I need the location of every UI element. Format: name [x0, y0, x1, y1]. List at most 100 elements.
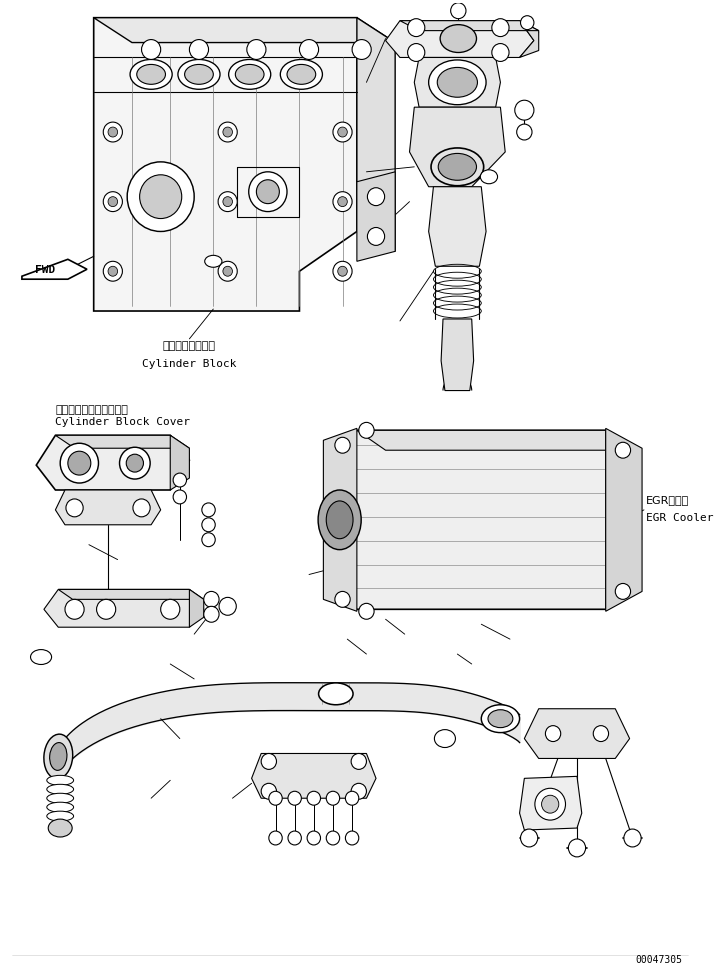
Polygon shape [328, 430, 635, 609]
Polygon shape [605, 428, 642, 611]
Text: シリンダブロック: シリンダブロック [163, 341, 216, 350]
Ellipse shape [46, 802, 73, 812]
Circle shape [351, 784, 367, 799]
Circle shape [173, 473, 187, 487]
Ellipse shape [130, 60, 172, 89]
Circle shape [367, 227, 385, 245]
Circle shape [202, 533, 215, 547]
Circle shape [351, 753, 367, 769]
Polygon shape [171, 435, 189, 490]
Ellipse shape [46, 775, 73, 786]
Circle shape [545, 725, 560, 742]
Circle shape [346, 792, 359, 805]
Circle shape [307, 792, 320, 805]
Polygon shape [94, 18, 395, 43]
Circle shape [261, 753, 277, 769]
Circle shape [173, 490, 187, 504]
Ellipse shape [326, 501, 353, 539]
Polygon shape [36, 435, 189, 490]
Circle shape [202, 518, 215, 532]
Circle shape [615, 584, 631, 599]
Ellipse shape [46, 811, 73, 821]
Text: EGR Cooler: EGR Cooler [646, 512, 714, 523]
Circle shape [338, 197, 347, 207]
Circle shape [247, 40, 266, 60]
Ellipse shape [48, 819, 72, 837]
Ellipse shape [428, 60, 486, 104]
Circle shape [65, 599, 84, 619]
Circle shape [218, 191, 237, 212]
Text: 00047305: 00047305 [635, 956, 682, 965]
Polygon shape [357, 18, 395, 252]
Circle shape [223, 127, 232, 137]
Circle shape [307, 831, 320, 845]
Circle shape [624, 829, 641, 847]
Text: FWD: FWD [35, 265, 55, 275]
Polygon shape [44, 590, 204, 628]
Ellipse shape [46, 785, 73, 794]
Ellipse shape [481, 705, 520, 733]
Circle shape [517, 124, 532, 140]
Ellipse shape [287, 64, 316, 84]
Circle shape [139, 175, 182, 219]
Circle shape [160, 599, 180, 619]
Polygon shape [94, 18, 357, 311]
Circle shape [133, 499, 150, 517]
Circle shape [492, 44, 509, 61]
Circle shape [359, 423, 374, 438]
Circle shape [288, 792, 301, 805]
Ellipse shape [235, 64, 264, 84]
Circle shape [108, 197, 118, 207]
Polygon shape [386, 20, 534, 58]
Circle shape [615, 442, 631, 458]
Circle shape [66, 499, 83, 517]
Polygon shape [428, 186, 486, 266]
Text: Cylinder Block Cover: Cylinder Block Cover [55, 418, 190, 427]
Circle shape [202, 503, 215, 517]
Circle shape [269, 792, 282, 805]
Text: Cylinder Block: Cylinder Block [142, 359, 237, 369]
Circle shape [515, 101, 534, 120]
Circle shape [103, 262, 123, 281]
Polygon shape [409, 107, 505, 186]
Ellipse shape [49, 743, 67, 770]
Circle shape [60, 443, 99, 483]
Circle shape [521, 829, 538, 847]
Ellipse shape [434, 730, 455, 748]
Ellipse shape [184, 64, 213, 84]
Circle shape [542, 795, 559, 813]
Ellipse shape [205, 256, 222, 267]
Circle shape [223, 197, 232, 207]
Circle shape [249, 172, 287, 212]
Ellipse shape [46, 793, 73, 803]
Circle shape [261, 784, 277, 799]
Circle shape [127, 162, 194, 231]
Text: EGRクーラ: EGRクーラ [646, 495, 689, 505]
Circle shape [407, 44, 425, 61]
Circle shape [326, 792, 340, 805]
Circle shape [333, 122, 352, 142]
Circle shape [68, 451, 91, 475]
Text: シリンダブロックカバー: シリンダブロックカバー [55, 405, 129, 416]
Polygon shape [252, 753, 376, 798]
Ellipse shape [439, 153, 476, 181]
Polygon shape [58, 590, 204, 599]
Circle shape [218, 122, 237, 142]
Polygon shape [400, 20, 539, 30]
Circle shape [219, 597, 236, 615]
Ellipse shape [178, 60, 220, 89]
Circle shape [346, 831, 359, 845]
Circle shape [335, 591, 350, 607]
Circle shape [333, 262, 352, 281]
Circle shape [103, 122, 123, 142]
Circle shape [338, 266, 347, 276]
Circle shape [335, 437, 350, 453]
Ellipse shape [44, 734, 73, 779]
Circle shape [288, 831, 301, 845]
Polygon shape [524, 709, 629, 758]
Circle shape [593, 725, 608, 742]
Polygon shape [55, 435, 189, 448]
Circle shape [218, 262, 237, 281]
Circle shape [352, 40, 371, 60]
Circle shape [223, 266, 232, 276]
